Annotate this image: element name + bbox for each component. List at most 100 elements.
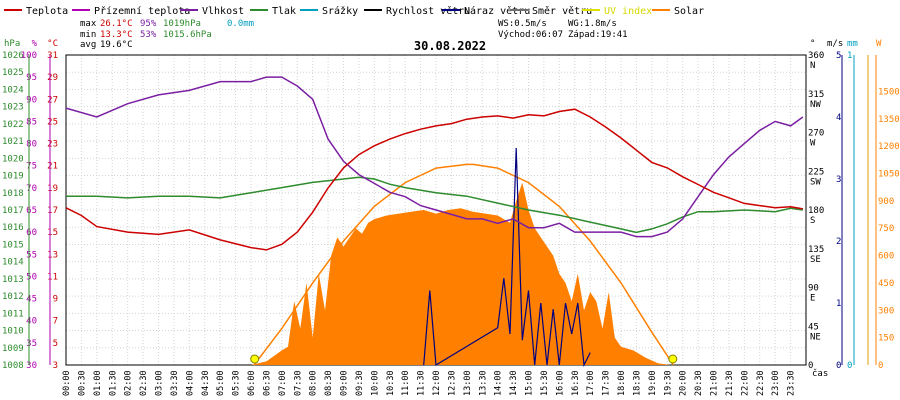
pct-tick-label: 55 [26, 250, 37, 260]
c-tick-label: 3 [53, 361, 58, 371]
x-tick-label: 05:30 [232, 370, 242, 396]
hpa-tick-label: 1018 [2, 189, 24, 199]
pct-tick-label: 95 [26, 73, 37, 83]
stats-max-label: max [80, 19, 97, 29]
c-tick-label: 9 [53, 295, 58, 305]
x-tick-label: 02:00 [124, 370, 134, 396]
c-tick-label: 19 [47, 184, 58, 194]
x-tick-label: 09:30 [355, 370, 365, 396]
w-tick-label: 1050 [878, 170, 900, 180]
stats-min-temp: 13.3°C [100, 30, 133, 40]
hpa-tick-label: 1026 [2, 51, 24, 61]
x-tick-label: 08:00 [309, 370, 319, 396]
mm-unit: mm [847, 39, 858, 49]
hpa-tick-label: 1021 [2, 137, 24, 147]
chart-marks [65, 76, 804, 368]
x-tick-label: 08:30 [324, 370, 334, 396]
stats-min-press: 1015.6hPa [163, 30, 212, 40]
deg-tick-dir: E [810, 294, 815, 304]
w-tick-label: 450 [878, 279, 894, 289]
w-tick-label: 1200 [878, 142, 900, 152]
legend-ground-temp-label: Přízemní teplota [94, 5, 190, 17]
w-tick-label: 300 [878, 306, 894, 316]
x-tick-label: 03:30 [170, 370, 180, 396]
c-tick-label: 15 [47, 228, 58, 238]
x-tick-label: 16:00 [555, 370, 565, 396]
x-tick-label: 06:30 [262, 370, 272, 396]
humidity-line [65, 76, 804, 238]
x-tick-label: 05:00 [216, 370, 226, 396]
stats-max-hum: 95% [140, 19, 157, 29]
x-tick-label: 17:30 [602, 370, 612, 396]
x-tick-label: 03:00 [155, 370, 165, 396]
w-tick-label: 900 [878, 197, 894, 207]
deg-tick-dir: W [810, 139, 816, 149]
hpa-tick-label: 1015 [2, 240, 24, 250]
x-tick-label: 23:00 [771, 370, 781, 396]
x-unit: čas [812, 368, 828, 379]
legend-temperature-label: Teplota [26, 6, 68, 17]
w-tick-label: 750 [878, 224, 894, 234]
ms-tick-label: 5 [836, 51, 841, 61]
x-tick-label: 01:30 [108, 370, 118, 396]
w-tick-label: 0 [878, 361, 883, 371]
x-tick-label: 04:30 [201, 370, 211, 396]
stats-avg-temp: 19.6°C [100, 40, 133, 50]
ms-tick-label: 1 [836, 299, 841, 309]
x-tick-label: 22:00 [740, 370, 750, 396]
pct-unit: % [32, 39, 38, 49]
x-tick-label: 12:00 [432, 370, 442, 396]
x-tick-label: 18:30 [632, 370, 642, 396]
axis-labels: hPa1026102510241023102210211020101910181… [2, 39, 900, 396]
stats-wind-gust: WG:1.8m/s [568, 19, 617, 29]
sunrise-marker [250, 354, 260, 364]
legend-rain-label: Srážky [322, 5, 358, 17]
deg-tick-label: 315 [808, 90, 824, 100]
pct-tick-label: 45 [26, 295, 37, 305]
mm-tick-label: 1 [847, 51, 852, 61]
deg-tick-label: 225 [808, 167, 824, 177]
c-tick-label: 5 [53, 339, 58, 349]
c-tick-label: 21 [47, 162, 58, 172]
x-tick-label: 10:00 [370, 370, 380, 396]
hpa-tick-label: 1012 [2, 292, 24, 302]
x-tick-label: 23:30 [787, 370, 797, 396]
pct-tick-label: 70 [26, 184, 37, 194]
pct-tick-label: 90 [26, 95, 37, 105]
solar-area [251, 182, 671, 365]
deg-unit: ° [810, 39, 815, 49]
hpa-tick-label: 1023 [2, 103, 24, 113]
deg-tick-dir: S [810, 216, 815, 226]
x-tick-label: 11:30 [417, 370, 427, 396]
x-tick-label: 14:00 [494, 370, 504, 396]
x-tick-label: 01:00 [93, 370, 103, 396]
deg-tick-dir: SW [810, 177, 821, 187]
x-tick-label: 18:00 [617, 370, 627, 396]
stats-min-hum: 53% [140, 30, 157, 40]
pct-tick-label: 35 [26, 339, 37, 349]
x-tick-label: 06:00 [247, 370, 257, 396]
deg-tick-dir: N [810, 61, 815, 71]
legend-pressure-label: Tlak [272, 6, 296, 17]
c-unit: °C [47, 39, 58, 49]
c-tick-label: 31 [47, 51, 58, 61]
deg-tick-label: 0 [808, 361, 813, 371]
x-tick-label: 13:30 [478, 370, 488, 396]
legend-humidity-label: Vlhkost [202, 6, 244, 17]
hpa-tick-label: 1016 [2, 223, 24, 233]
c-tick-label: 11 [47, 272, 58, 282]
pct-tick-label: 30 [26, 361, 37, 371]
x-tick-label: 22:30 [756, 370, 766, 396]
x-tick-label: 21:30 [725, 370, 735, 396]
w-tick-label: 1350 [878, 115, 900, 125]
hpa-tick-label: 1022 [2, 120, 24, 130]
legend-wind-speed-label: Rychlost větru [386, 5, 470, 17]
x-tick-label: 19:00 [648, 370, 658, 396]
legend-gust-label: Náraz větru [464, 5, 530, 17]
pct-tick-label: 60 [26, 228, 37, 238]
legend: Teplota Přízemní teplota Vlhkost Tlak Sr… [4, 5, 704, 17]
hpa-tick-label: 1025 [2, 68, 24, 78]
x-tick-label: 04:00 [185, 370, 195, 396]
legend-uv-label: UV index [604, 6, 652, 17]
